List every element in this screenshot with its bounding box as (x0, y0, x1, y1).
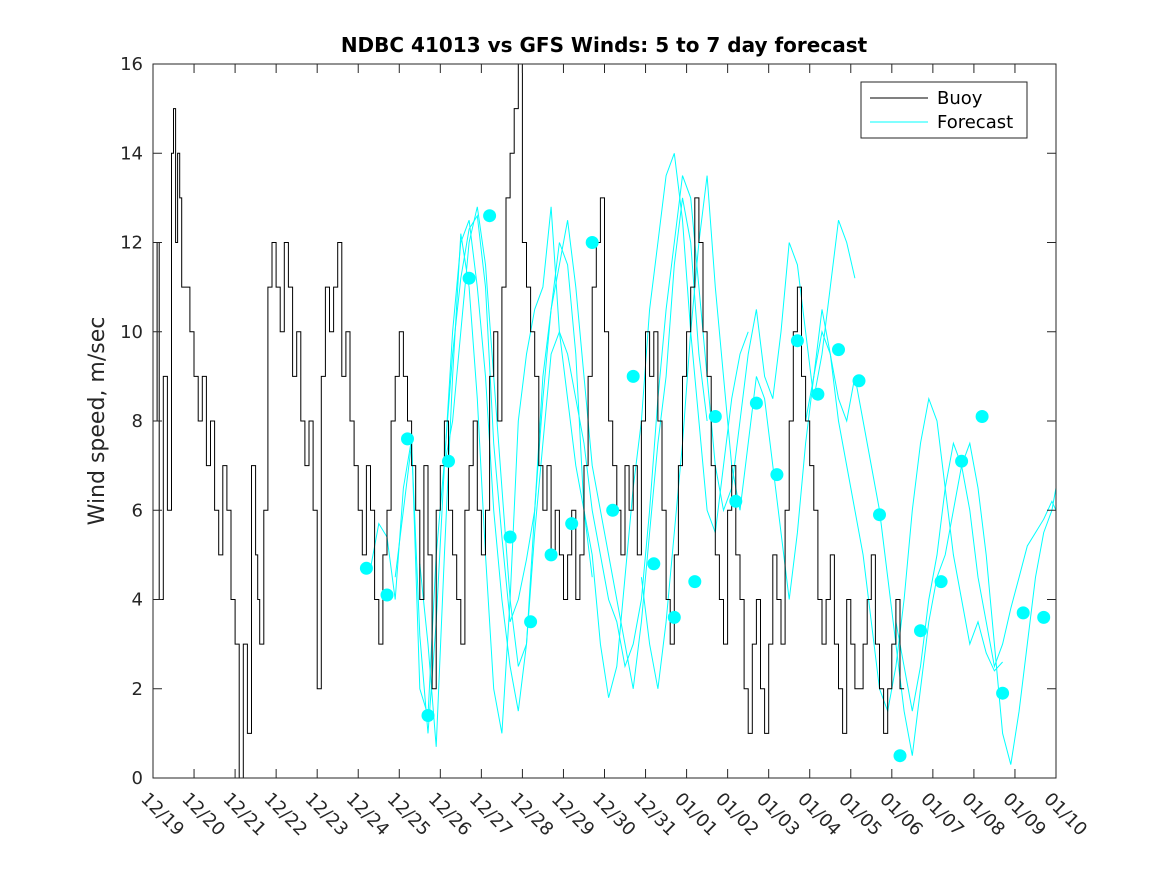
forecast-marker (832, 343, 845, 357)
x-tick-label: 01/08 (957, 789, 1009, 841)
y-tick-label: 14 (120, 143, 143, 164)
x-tick-label: 12/25 (383, 789, 435, 841)
forecast-marker (544, 548, 558, 562)
forecast-marker (708, 410, 722, 423)
legend: Buoy Forecast (860, 81, 1028, 139)
forecast-marker (852, 374, 866, 388)
y-tick-label: 2 (132, 679, 143, 700)
forecast-marker (359, 561, 373, 575)
forecast-marker (462, 271, 476, 285)
x-tick-label: 12/29 (547, 789, 599, 841)
forecast-marker (996, 686, 1010, 700)
plot-area: 024681012141612/1912/2012/2112/2212/2312… (120, 54, 1091, 840)
forecast-line-5 (805, 309, 1056, 765)
y-tick-label: 10 (120, 322, 143, 343)
forecast-marker (914, 624, 927, 638)
y-tick-label: 16 (120, 54, 143, 75)
x-tick-label: 01/04 (793, 789, 845, 841)
legend-forecast-label: Forecast (937, 112, 1013, 133)
x-tick-label: 12/31 (629, 789, 681, 841)
x-tick-label: 01/09 (998, 789, 1050, 841)
x-tick-label: 12/22 (260, 789, 312, 841)
y-tick-label: 8 (132, 411, 143, 432)
x-tick-label: 01/03 (752, 789, 804, 841)
forecast-marker (667, 610, 681, 624)
forecast-line-3 (443, 175, 856, 669)
forecast-marker (934, 575, 948, 589)
x-tick-label: 01/06 (875, 789, 927, 841)
forecast-marker (524, 615, 538, 629)
x-tick-label: 12/26 (424, 789, 476, 841)
x-tick-label: 12/20 (178, 789, 230, 841)
forecast-marker (442, 454, 455, 468)
forecast-marker (606, 503, 620, 517)
forecast-marker (421, 709, 435, 722)
forecast-marker (626, 369, 640, 383)
forecast-marker (729, 494, 743, 508)
x-tick-label: 01/05 (834, 789, 886, 841)
x-tick-label: 01/07 (916, 789, 968, 841)
x-tick-label: 01/02 (711, 789, 763, 841)
y-tick-label: 4 (132, 590, 143, 611)
forecast-marker (749, 396, 763, 410)
x-tick-label: 12/23 (301, 789, 353, 841)
forecast-line-6 (895, 441, 1056, 712)
forecast-marker (1037, 610, 1051, 624)
x-tick-label: 12/28 (506, 789, 558, 841)
forecast-marker (811, 387, 825, 401)
forecast-marker (790, 334, 804, 348)
forecast-marker (647, 557, 661, 571)
x-tick-label: 01/10 (1039, 789, 1091, 841)
forecast-marker (975, 410, 989, 423)
forecast-marker (873, 508, 886, 522)
x-tick-label: 12/21 (219, 789, 271, 841)
forecast-marker (1016, 606, 1030, 620)
forecast-marker (955, 454, 969, 468)
forecast-marker (565, 517, 579, 531)
y-tick-label: 6 (132, 500, 143, 521)
forecast-marker (503, 530, 517, 544)
forecast-marker (483, 209, 497, 223)
forecast-marker (688, 575, 702, 589)
forecast-marker (770, 468, 784, 482)
x-tick-label: 12/27 (465, 789, 517, 841)
forecast-marker (380, 588, 394, 602)
buoy-line (153, 64, 905, 778)
y-axis-label: Wind speed, m/sec (85, 317, 110, 526)
y-tick-label: 0 (132, 768, 143, 789)
chart-title: NDBC 41013 vs GFS Winds: 5 to 7 day fore… (341, 33, 868, 57)
legend-box (860, 81, 1028, 139)
x-tick-label: 12/19 (136, 789, 188, 841)
x-tick-label: 12/30 (588, 789, 640, 841)
forecast-marker (893, 749, 907, 763)
x-tick-label: 12/24 (342, 789, 394, 841)
x-tick-label: 01/01 (670, 789, 722, 841)
y-tick-label: 12 (120, 233, 143, 254)
forecast-line-4 (640, 175, 1003, 713)
forecast-marker (585, 236, 599, 249)
legend-buoy-label: Buoy (937, 88, 983, 109)
forecast-marker (401, 432, 414, 446)
